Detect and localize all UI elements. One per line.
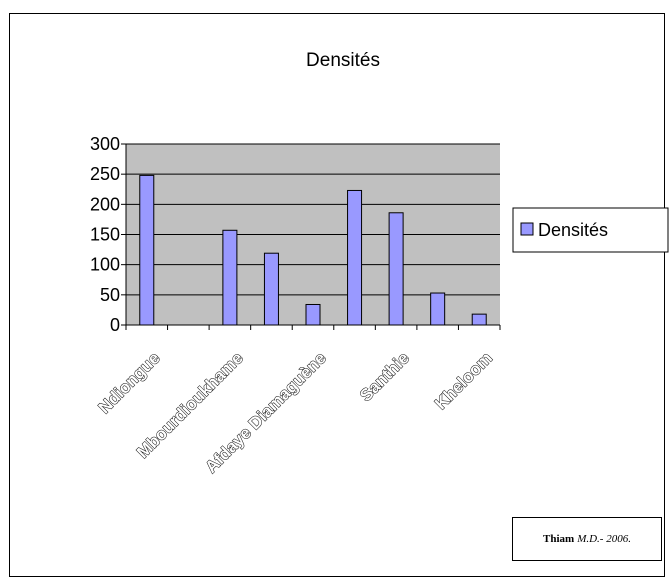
bar — [347, 189, 363, 326]
bars — [139, 174, 487, 326]
legend-swatch — [520, 222, 534, 236]
bar — [471, 313, 487, 326]
y-tick-label: 100 — [90, 255, 120, 275]
y-tick-label: 0 — [110, 315, 120, 335]
legend: Densités — [512, 207, 669, 253]
y-tick-label: 150 — [90, 225, 120, 245]
credit-box: Thiam M.D.- 2006. — [512, 517, 662, 561]
y-tick-label: 300 — [90, 134, 120, 154]
bar — [263, 252, 279, 326]
y-tick-label: 50 — [100, 285, 120, 305]
y-tick-label: 200 — [90, 194, 120, 214]
y-axis-ticks: 0 50 100 150 200 250 300 — [90, 134, 126, 335]
chart-title: Densités — [306, 50, 380, 71]
gridlines — [126, 143, 500, 296]
bar — [222, 229, 238, 326]
bar — [305, 303, 321, 326]
legend-label: Densités — [538, 220, 608, 240]
bar — [388, 212, 404, 326]
y-tick-label: 250 — [90, 164, 120, 184]
legend-box — [512, 207, 669, 253]
x-tick-label: Kheloom — [431, 348, 496, 413]
bar — [430, 292, 446, 326]
x-tick-label: Ndiongue — [95, 348, 164, 417]
x-tick-label: Santhie — [356, 348, 413, 405]
credit-text: M.D.- 2006. — [577, 533, 631, 545]
credit-author: Thiam — [543, 533, 575, 545]
bar — [139, 174, 155, 326]
